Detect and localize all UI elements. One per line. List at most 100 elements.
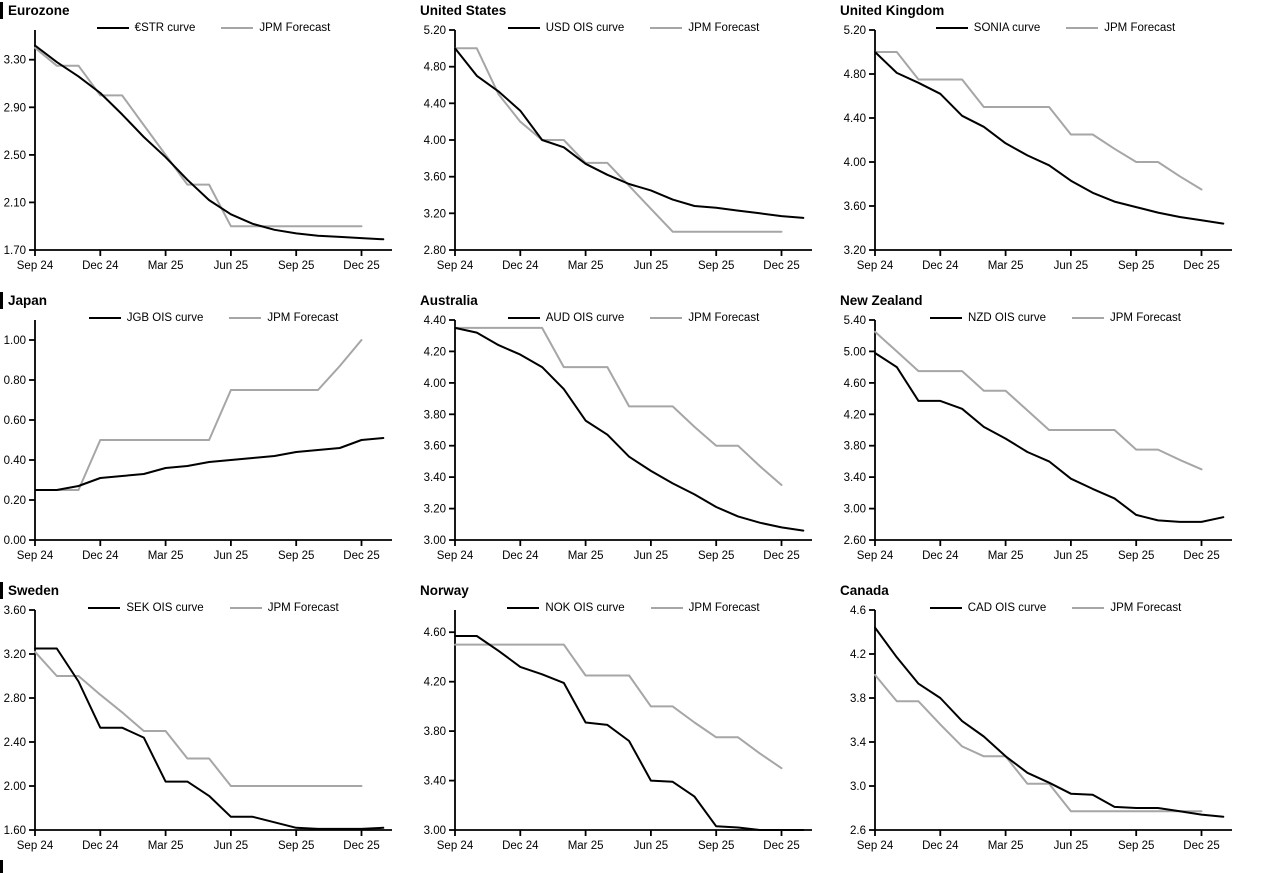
y-tick-label: 1.60 [4, 825, 26, 837]
x-tick-label: Dec 25 [1183, 260, 1219, 272]
legend-label: €STR curve [134, 22, 196, 34]
series-jpm-forecast [454, 326, 783, 486]
series-jpm-forecast [874, 51, 1203, 191]
x-tick-label: Jun 25 [214, 260, 249, 272]
forecast-line-swatch [221, 27, 254, 29]
series-jpm-forecast [454, 47, 783, 233]
y-tick-label: 2.40 [4, 737, 26, 749]
series-aud-ois-curve [454, 326, 805, 532]
x-tick-label: Sep 24 [437, 260, 474, 272]
curve-line-swatch [507, 607, 540, 609]
y-tick-label: 3.20 [424, 208, 446, 220]
forecast-line-swatch [1072, 607, 1105, 609]
legend-label: AUD OIS curve [545, 312, 625, 324]
title-row: Sweden [0, 580, 420, 600]
y-tick-label: 5.00 [844, 346, 866, 358]
y-tick-label: 2.60 [844, 535, 866, 547]
line-chart-new-zealand: NZD OIS curve JPM Forecast 2.60 3.00 3.40 3… [840, 310, 1264, 578]
y-tick-label: 3.80 [844, 441, 866, 453]
y-tick-label: 1.70 [4, 245, 26, 257]
chart-canvas: 2.6 3.0 3.4 3.8 4.2 4.6 Sep 24 Dec 24 Mar 25 Jun … [850, 605, 1232, 852]
x-tick-label: Dec 24 [922, 840, 959, 852]
legend-item: JPM Forecast [221, 22, 330, 34]
x-tick-label: Sep 24 [17, 260, 54, 272]
curve-line-swatch [930, 317, 963, 319]
line-chart-eurozone: €STR curve JPM Forecast 1.70 2.10 2.50 2.90… [0, 20, 420, 288]
y-tick-label: 3.20 [424, 504, 446, 516]
legend-item: CAD OIS curve [929, 602, 1046, 614]
series-jpm-forecast [874, 673, 1203, 813]
x-tick-label: Sep 25 [698, 260, 734, 272]
x-tick-label: Dec 24 [502, 840, 539, 852]
legend-label: JGB OIS curve [126, 312, 204, 324]
chart-legend: NZD OIS curve JPM Forecast [875, 312, 1236, 324]
chart-title: Japan [8, 292, 48, 308]
line-chart-japan: JGB OIS curve JPM Forecast 0.00 0.20 0.40 0… [0, 310, 420, 578]
x-tick-label: Dec 24 [82, 260, 119, 272]
x-tick-label: Sep 24 [857, 260, 894, 272]
legend-label: JPM Forecast [1110, 312, 1181, 324]
legend-label: NOK OIS curve [545, 602, 625, 614]
legend-item: NOK OIS curve [507, 602, 625, 614]
forecast-line-swatch [650, 317, 683, 319]
y-tick-label: 4.20 [424, 346, 446, 358]
y-tick-label: 3.8 [850, 693, 866, 705]
curve-line-swatch [935, 27, 968, 29]
y-tick-label: 4.00 [844, 157, 866, 169]
y-tick-label: 3.40 [844, 472, 866, 484]
y-tick-label: 4.40 [844, 113, 866, 125]
x-tick-label: Dec 25 [343, 260, 379, 272]
forecast-line-swatch [229, 317, 262, 319]
chart-legend: SEK OIS curve JPM Forecast [35, 602, 392, 614]
legend-label: JPM Forecast [267, 312, 339, 324]
chart-title: Eurozone [8, 2, 70, 18]
x-tick-label: Dec 25 [343, 550, 379, 562]
y-tick-label: 4.40 [424, 315, 446, 327]
chart-canvas: 2.60 3.00 3.40 3.80 4.20 4.60 5.00 5.40 Sep 24 De… [844, 315, 1232, 562]
legend-item: JPM Forecast [1066, 22, 1175, 34]
x-tick-label: Sep 25 [1118, 840, 1154, 852]
line-chart-united-kingdom: SONIA curve JPM Forecast 3.20 3.60 4.00 4.4… [840, 20, 1264, 288]
series-sek-ois-curve [34, 647, 385, 830]
legend-label: JPM Forecast [1104, 22, 1176, 34]
chart-panel-japan: Japan JGB OIS curve JPM Forecast 0.00 0.2… [0, 290, 420, 580]
x-tick-label: Sep 25 [278, 550, 314, 562]
chart-canvas: 1.60 2.00 2.40 2.80 3.20 3.60 Sep 24 Dec 24 Mar … [4, 605, 392, 852]
chart-canvas: 3.00 3.40 3.80 4.20 4.60 Sep 24 Dec 24 Mar 25 Ju… [424, 610, 812, 852]
y-tick-label: 2.6 [850, 825, 866, 837]
x-tick-label: Sep 24 [857, 840, 894, 852]
chart-title: New Zealand [840, 292, 923, 308]
legend-item: AUD OIS curve [507, 312, 625, 324]
chart-panel-norway: Norway NOK OIS curve JPM Forecast 3.00 3.… [420, 580, 840, 873]
x-tick-label: Sep 25 [1118, 550, 1154, 562]
x-tick-label: Mar 25 [988, 260, 1024, 272]
y-tick-label: 3.4 [850, 737, 867, 749]
y-tick-label: 3.60 [844, 201, 866, 213]
legend-label: SONIA curve [973, 22, 1041, 34]
curve-line-swatch [507, 27, 540, 29]
legend-label: USD OIS curve [545, 22, 625, 34]
legend-item: USD OIS curve [507, 22, 625, 34]
y-tick-label: 0.20 [4, 495, 26, 507]
y-tick-label: 4.80 [424, 62, 446, 74]
x-tick-label: Jun 25 [1054, 550, 1089, 562]
series-jpm-forecast [874, 330, 1203, 471]
chart-panel-australia: Australia AUD OIS curve JPM Forecast 3.0… [420, 290, 840, 580]
line-chart-australia: AUD OIS curve JPM Forecast 3.00 3.20 3.40 3… [420, 310, 840, 578]
legend-item: JPM Forecast [1072, 602, 1181, 614]
y-tick-label: 2.90 [4, 102, 26, 114]
legend-item: JPM Forecast [650, 602, 760, 614]
x-tick-label: Mar 25 [148, 840, 184, 852]
next-section-marker [0, 860, 3, 873]
x-tick-label: Sep 24 [17, 840, 54, 852]
line-chart-norway: NOK OIS curve JPM Forecast 3.00 3.40 3.80 4… [420, 600, 840, 868]
y-tick-label: 0.00 [4, 535, 26, 547]
y-tick-label: 3.80 [424, 726, 446, 738]
y-tick-label: 4.80 [844, 69, 866, 81]
curve-line-swatch [96, 27, 129, 29]
chart-title: Australia [420, 292, 478, 308]
series-jpm-forecast [454, 643, 783, 770]
legend-label: SEK OIS curve [126, 602, 204, 614]
series-jpm-forecast [34, 339, 363, 491]
series-jpm-forecast [34, 650, 363, 787]
